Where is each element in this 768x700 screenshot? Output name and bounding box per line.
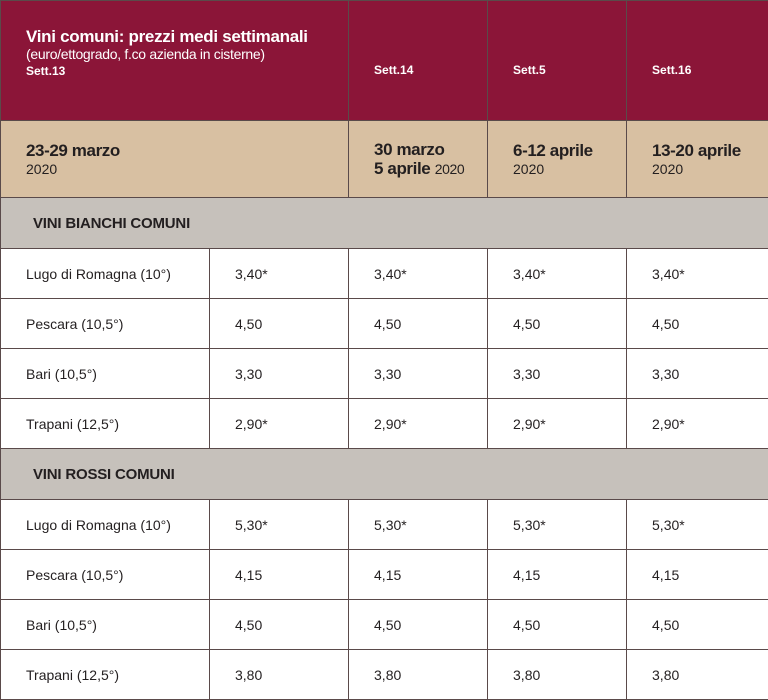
date-cell-2: 30 marzo 5 aprile 2020 (349, 121, 488, 198)
price-cell: 4,50 (627, 299, 768, 349)
price-cell: 4,50 (210, 299, 349, 349)
table-row: Trapani (12,5°)2,90*2,90*2,90*2,90* (1, 399, 768, 449)
location-cell: Bari (10,5°) (1, 349, 210, 399)
price-cell: 3,80 (349, 650, 488, 700)
price-cell: 3,40* (627, 249, 768, 299)
dates-row: 23-29 marzo 2020 30 marzo 5 aprile 2020 … (1, 121, 768, 198)
price-cell: 3,40* (349, 249, 488, 299)
location-cell: Pescara (10,5°) (1, 299, 210, 349)
table-subtitle: (euro/ettogrado, f.co azienda in cistern… (26, 46, 348, 63)
location-cell: Trapani (12,5°) (1, 650, 210, 700)
price-cell: 2,90* (488, 399, 627, 449)
price-cell: 4,15 (349, 550, 488, 600)
price-cell: 3,80 (627, 650, 768, 700)
price-cell: 3,40* (488, 249, 627, 299)
price-cell: 3,30 (627, 349, 768, 399)
price-cell: 4,50 (349, 600, 488, 650)
date-cell-1: 23-29 marzo 2020 (1, 121, 349, 198)
price-cell: 2,90* (210, 399, 349, 449)
price-cell: 4,50 (488, 600, 627, 650)
price-cell: 5,30* (349, 500, 488, 550)
section-title: VINI BIANCHI COMUNI (1, 198, 768, 249)
table-title: Vini comuni: prezzi medi settimanali (26, 27, 348, 46)
price-cell: 5,30* (210, 500, 349, 550)
price-cell: 3,40* (210, 249, 349, 299)
price-cell: 4,50 (627, 600, 768, 650)
table-row: Lugo di Romagna (10°)3,40*3,40*3,40*3,40… (1, 249, 768, 299)
header-row: Vini comuni: prezzi medi settimanali (eu… (1, 1, 768, 121)
price-cell: 4,50 (349, 299, 488, 349)
week-label-2: Sett.14 (349, 1, 488, 121)
location-cell: Lugo di Romagna (10°) (1, 500, 210, 550)
price-cell: 2,90* (627, 399, 768, 449)
price-cell: 4,15 (627, 550, 768, 600)
title-cell: Vini comuni: prezzi medi settimanali (eu… (1, 1, 349, 121)
price-cell: 4,50 (488, 299, 627, 349)
section-header: VINI ROSSI COMUNI (1, 449, 768, 500)
price-cell: 5,30* (627, 500, 768, 550)
week-label-3: Sett.5 (488, 1, 627, 121)
price-cell: 2,90* (349, 399, 488, 449)
price-cell: 3,80 (488, 650, 627, 700)
price-cell: 3,30 (210, 349, 349, 399)
table-row: Lugo di Romagna (10°)5,30*5,30*5,30*5,30… (1, 500, 768, 550)
section-title: VINI ROSSI COMUNI (1, 449, 768, 500)
price-cell: 3,30 (488, 349, 627, 399)
location-cell: Trapani (12,5°) (1, 399, 210, 449)
location-cell: Bari (10,5°) (1, 600, 210, 650)
price-cell: 4,15 (488, 550, 627, 600)
price-cell: 4,50 (210, 600, 349, 650)
location-cell: Pescara (10,5°) (1, 550, 210, 600)
price-cell: 4,15 (210, 550, 349, 600)
week-label-1: Sett.13 (26, 63, 348, 79)
price-cell: 5,30* (488, 500, 627, 550)
location-cell: Lugo di Romagna (10°) (1, 249, 210, 299)
section-header: VINI BIANCHI COMUNI (1, 198, 768, 249)
week-label-4: Sett.16 (627, 1, 768, 121)
date-cell-4: 13-20 aprile 2020 (627, 121, 768, 198)
date-cell-3: 6-12 aprile 2020 (488, 121, 627, 198)
price-cell: 3,80 (210, 650, 349, 700)
price-cell: 3,30 (349, 349, 488, 399)
